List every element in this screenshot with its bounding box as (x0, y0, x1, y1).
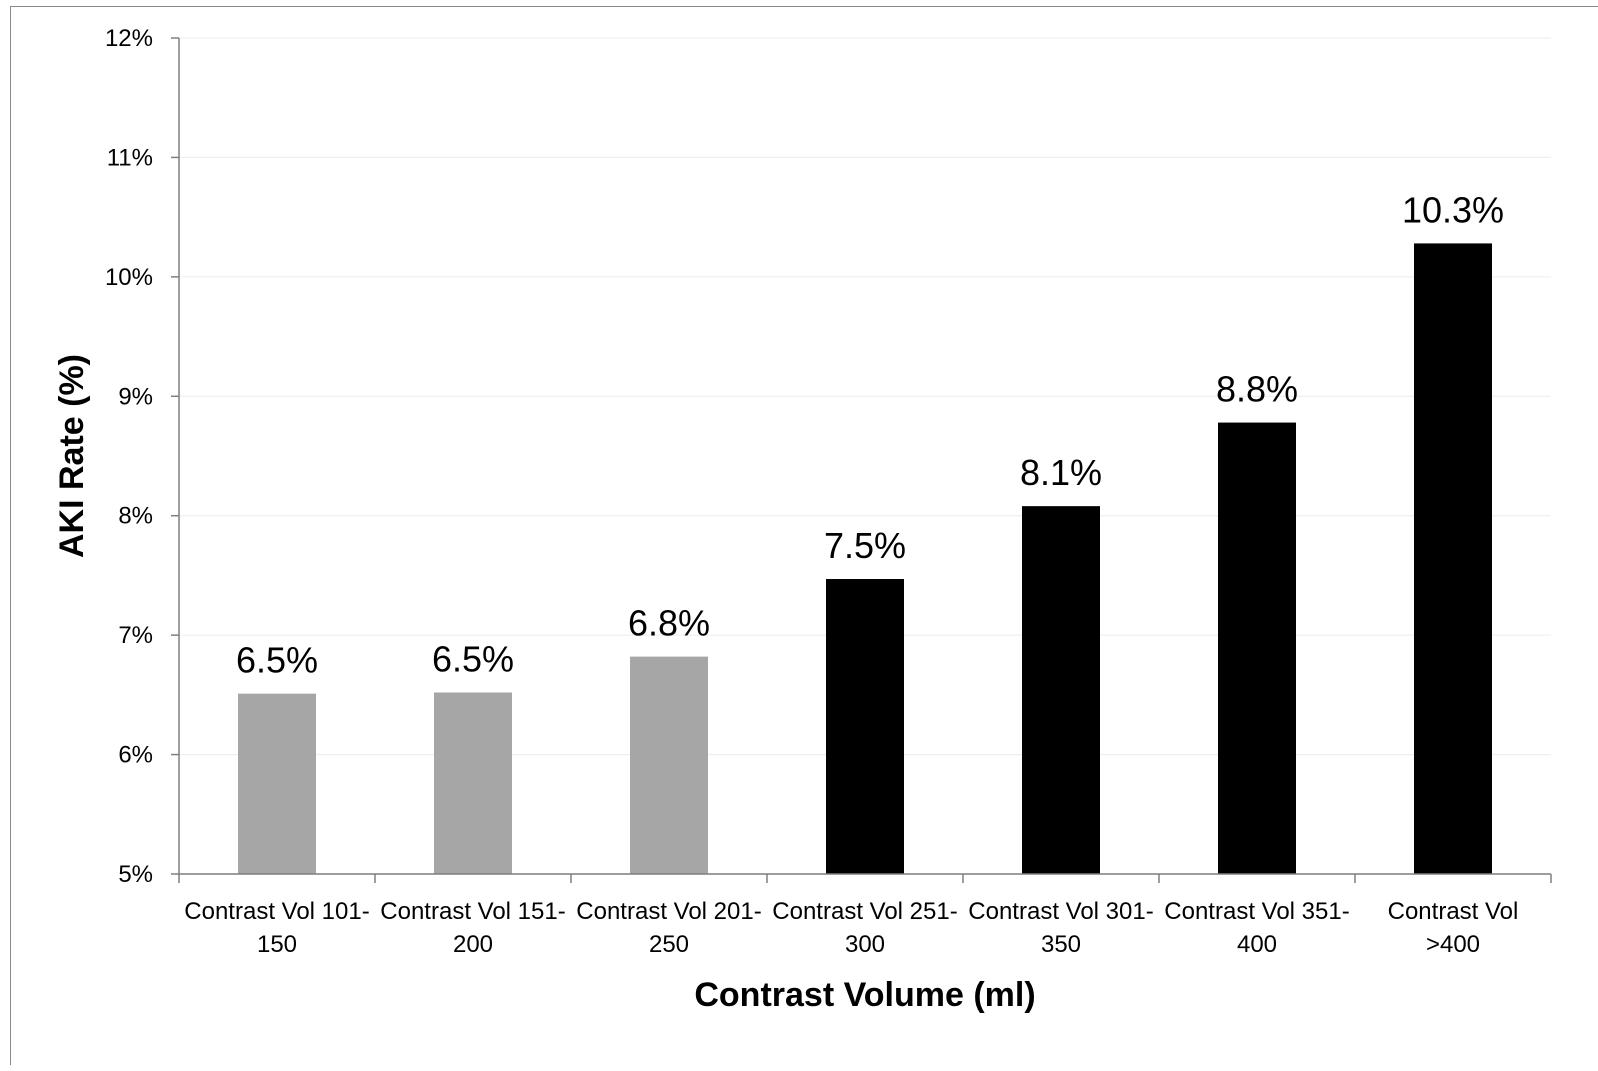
data-label: 7.5% (824, 525, 906, 566)
bar (1218, 422, 1296, 874)
y-tick-label: 11% (107, 144, 153, 171)
data-label: 8.8% (1216, 369, 1298, 410)
x-tick-label-line2: 250 (649, 931, 689, 958)
data-label: 8.1% (1020, 452, 1102, 493)
data-label: 6.8% (628, 603, 710, 644)
y-axis-title: AKI Rate (%) (53, 354, 91, 558)
data-label: 6.5% (236, 640, 318, 681)
bar (1022, 506, 1100, 874)
y-tick-label: 8% (118, 503, 153, 530)
x-tick-label: Contrast Vol 251- (772, 898, 957, 925)
axes (171, 37, 1552, 883)
bar (630, 656, 708, 874)
x-tick-label-line2: 300 (845, 931, 885, 958)
x-tick-label: Contrast Vol 151- (380, 898, 565, 925)
y-tick-label: 10% (105, 264, 153, 291)
y-tick-label: 7% (118, 622, 153, 649)
bar-chart: 5% 6% 7% 8% 9% 10% 11% 12% Contrast Vol 101- 150… (53, 25, 1552, 1014)
y-tick-label: 9% (118, 383, 153, 410)
x-tick-label: Contrast Vol 201- (576, 898, 761, 925)
x-tick-label-line2: >400 (1426, 931, 1480, 958)
bar (238, 693, 316, 874)
data-labels: 6.5% 6.5% 6.8% 7.5% 8.1% 8.8% 10.3% (236, 189, 1504, 680)
x-tick-label: Contrast Vol (1388, 898, 1519, 925)
y-tick-labels: 5% 6% 7% 8% 9% 10% 11% 12% (105, 25, 153, 888)
chart-frame: 5% 6% 7% 8% 9% 10% 11% 12% Contrast Vol 101- 150… (10, 6, 1598, 1065)
y-tick-label: 12% (105, 25, 153, 52)
data-label: 10.3% (1402, 189, 1504, 230)
x-tick-label-line2: 400 (1237, 931, 1277, 958)
x-tick-label-line2: 350 (1041, 931, 1081, 958)
x-tick-labels: Contrast Vol 101- 150 Contrast Vol 151- 200… (184, 898, 1518, 958)
y-tick-label: 5% (118, 861, 153, 888)
bars (238, 243, 1492, 875)
x-tick-label: Contrast Vol 351- (1164, 898, 1349, 925)
bar (1414, 243, 1492, 875)
y-tick-label: 6% (118, 742, 153, 769)
bar (434, 692, 512, 874)
x-tick-label-line2: 150 (257, 931, 297, 958)
bar (826, 579, 904, 874)
data-label: 6.5% (432, 638, 514, 679)
x-axis-title: Contrast Volume (ml) (694, 976, 1035, 1014)
x-tick-label: Contrast Vol 101- (184, 898, 369, 925)
gridlines (179, 37, 1551, 756)
x-tick-label: Contrast Vol 301- (968, 898, 1153, 925)
x-tick-label-line2: 200 (453, 931, 493, 958)
